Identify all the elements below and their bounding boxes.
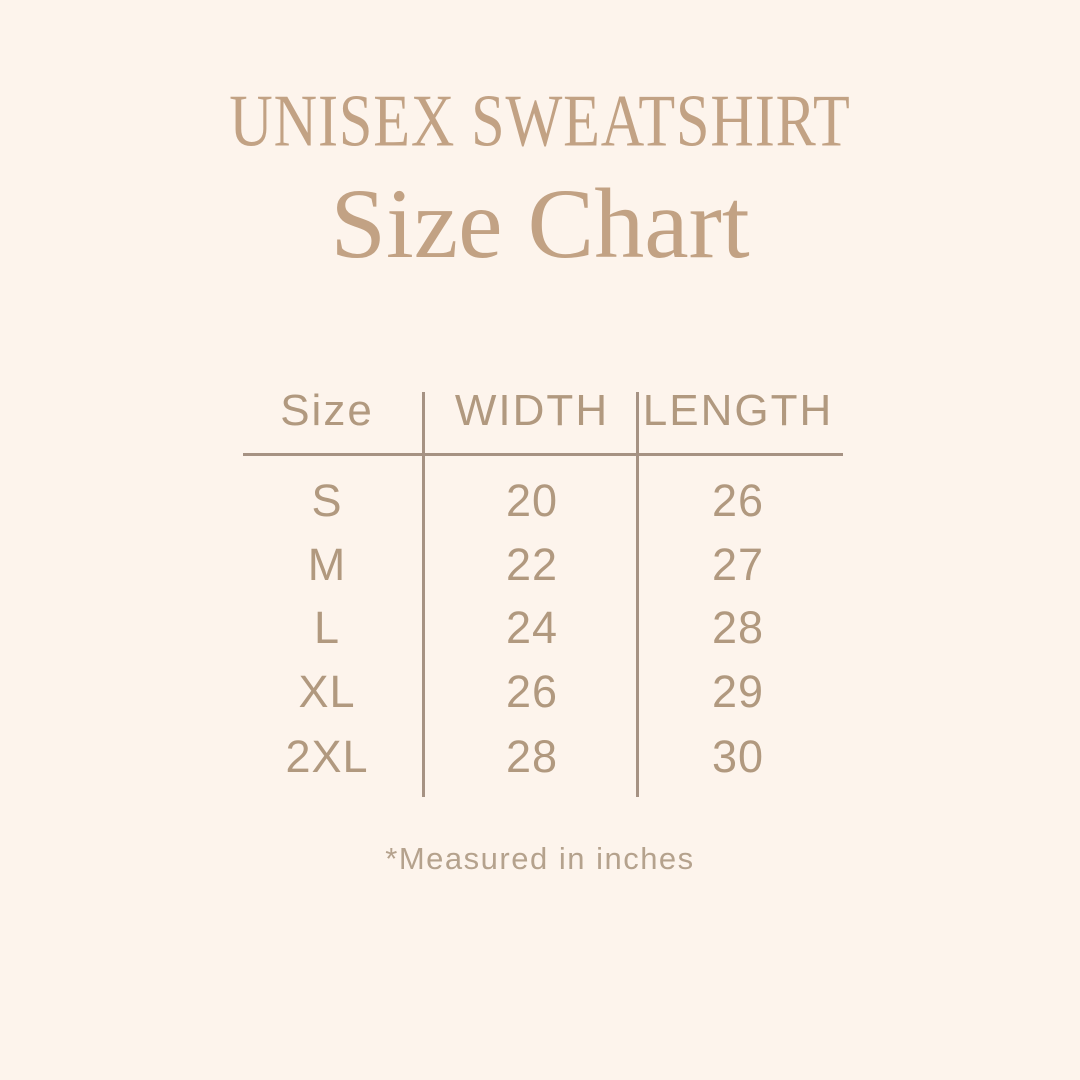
size-cell: 2XL bbox=[285, 731, 369, 782]
product-title: UNISEX SWEATSHIRT bbox=[229, 80, 851, 163]
column-header-width: WIDTH bbox=[454, 386, 610, 435]
width-cell: 20 bbox=[505, 475, 559, 526]
page-title: Size Chart bbox=[330, 168, 750, 279]
size-cell: XL bbox=[298, 666, 356, 717]
measurement-note: *Measured in inches bbox=[385, 841, 695, 876]
length-cell: 30 bbox=[711, 731, 765, 782]
length-cell: 28 bbox=[711, 602, 765, 653]
column-divider-2 bbox=[636, 392, 639, 797]
column-header-length: LENGTH bbox=[642, 386, 834, 435]
size-cell: M bbox=[307, 539, 347, 590]
size-cell: L bbox=[313, 602, 341, 653]
width-cell: 22 bbox=[505, 539, 559, 590]
column-divider-1 bbox=[422, 392, 425, 797]
length-cell: 26 bbox=[711, 475, 765, 526]
width-cell: 24 bbox=[505, 602, 559, 653]
header-divider-line bbox=[243, 453, 843, 456]
length-cell: 27 bbox=[711, 539, 765, 590]
column-header-size: Size bbox=[280, 386, 374, 435]
width-cell: 26 bbox=[505, 666, 559, 717]
size-cell: S bbox=[311, 475, 343, 526]
width-cell: 28 bbox=[505, 731, 559, 782]
length-cell: 29 bbox=[711, 666, 765, 717]
